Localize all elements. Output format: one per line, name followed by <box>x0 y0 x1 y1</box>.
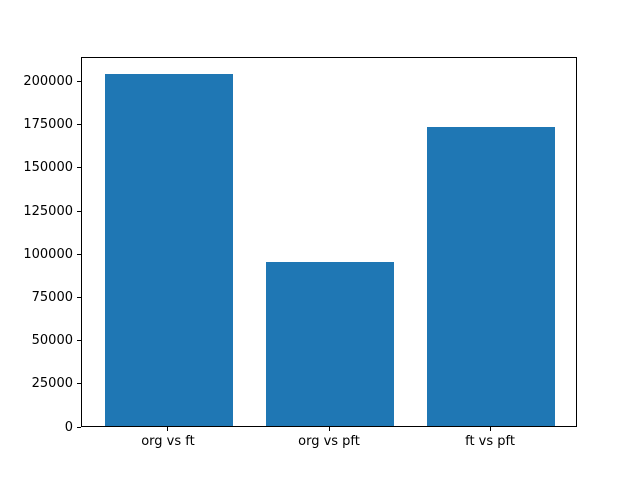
y-tick-label: 100000 <box>23 246 73 262</box>
y-tick-mark <box>77 253 81 255</box>
y-tick-label: 200000 <box>23 74 73 90</box>
x-tick-mark <box>489 427 491 431</box>
y-tick-label: 150000 <box>23 160 73 176</box>
bar-1 <box>265 261 395 426</box>
x-tick-mark <box>328 427 330 431</box>
y-tick-mark <box>77 340 81 342</box>
x-tick-label: org vs ft <box>141 434 195 449</box>
bar-0 <box>104 73 234 426</box>
x-tick-label: org vs pft <box>298 434 360 449</box>
y-tick-mark <box>77 296 81 298</box>
y-tick-label: 25000 <box>31 376 73 392</box>
y-tick-mark <box>77 124 81 126</box>
y-tick-mark <box>77 81 81 83</box>
x-tick-mark <box>167 427 169 431</box>
y-tick-mark <box>77 383 81 385</box>
x-tick-label: ft vs pft <box>465 434 515 449</box>
plot-area <box>81 57 577 427</box>
y-tick-label: 75000 <box>31 289 73 305</box>
y-tick-label: 175000 <box>23 117 73 133</box>
y-tick-mark <box>77 167 81 169</box>
y-tick-label: 0 <box>64 419 73 435</box>
y-tick-label: 50000 <box>31 333 73 349</box>
y-tick-mark <box>77 210 81 212</box>
y-tick-mark <box>77 426 81 428</box>
y-tick-label: 125000 <box>23 203 73 219</box>
bar-2 <box>426 127 556 426</box>
